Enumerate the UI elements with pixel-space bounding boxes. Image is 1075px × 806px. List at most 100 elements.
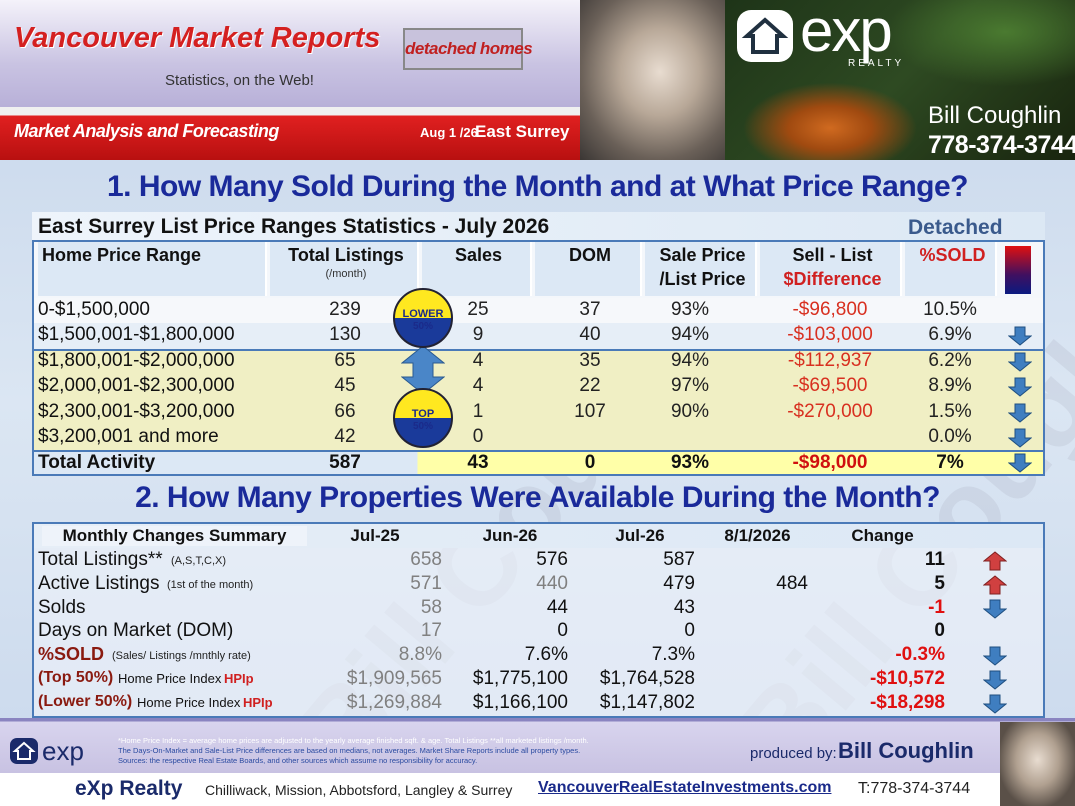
row-label: Total Listings** — [38, 549, 163, 570]
table-cell: 4 — [472, 375, 484, 397]
table-cell: 1.5% — [928, 400, 972, 422]
table-cell: 107 — [574, 400, 606, 422]
total-cell: 93% — [670, 452, 710, 474]
arrow-down — [1007, 326, 1033, 347]
footer-bg — [0, 718, 1075, 773]
header-cell — [270, 242, 419, 296]
table-cell: 130 — [329, 324, 361, 346]
website: VancouverRealEstateInvestments.com — [538, 779, 832, 796]
table-cell: 8.8% — [398, 644, 442, 666]
arrow-down — [982, 670, 1008, 690]
arrow-down-svg — [1007, 453, 1033, 474]
badge-text: 50% — [412, 321, 433, 332]
table-cell: 43 — [673, 596, 695, 618]
badge-circle — [393, 288, 453, 348]
column-header: %SOLD — [919, 245, 986, 265]
row-prefix: (Lower 50%) — [38, 692, 133, 710]
column-header: Home Price Range — [42, 245, 202, 265]
logo-sub: REALTY — [848, 58, 905, 69]
range-cell: $2,300,001-$3,200,000 — [38, 400, 235, 422]
table-cell: 25 — [467, 299, 489, 320]
table-cell: 239 — [329, 299, 361, 320]
row-note: (1st of the month) — [167, 578, 254, 591]
table-cell: 658 — [410, 549, 442, 570]
table-cell: 0 — [684, 620, 695, 642]
column-header: Jul-26 — [615, 526, 665, 545]
table-cell: $1,775,100 — [472, 668, 568, 689]
logo-icon-svg — [737, 10, 793, 62]
table-cell: 479 — [663, 572, 695, 594]
table-cell: 37 — [579, 299, 601, 320]
arrow-down-svg — [1007, 403, 1033, 423]
range-cell: $2,000,001-$2,300,000 — [38, 375, 235, 397]
total-cell: 0 — [584, 452, 596, 474]
table-cell: $1,909,565 — [346, 668, 442, 689]
table-row — [34, 323, 1043, 349]
column-header: Jun-26 — [482, 526, 538, 545]
table-cell: 440 — [536, 572, 568, 594]
table-cell: 5 — [934, 572, 945, 594]
row-suffix: HPIp — [224, 671, 254, 686]
column-header: Monthly Changes Summary — [42, 526, 307, 546]
table-cell: -0.3% — [895, 644, 945, 666]
arrow-down — [1007, 453, 1033, 474]
column-header: DOM — [569, 245, 611, 265]
range-cell: $1,800,001-$2,000,000 — [38, 349, 235, 371]
table-cell: 0 — [472, 426, 484, 447]
title: Vancouver Market Reports — [14, 22, 381, 54]
row-label: %SOLD — [38, 644, 105, 665]
table-row — [34, 348, 1043, 375]
table-cell: 65 — [334, 349, 356, 371]
table-cell: 9 — [472, 324, 484, 346]
table-cell: 93% — [670, 299, 710, 320]
table-cell: 4 — [472, 349, 484, 371]
row-prefix: (Top 50%) — [38, 669, 114, 686]
row-note: (Sales/ Listings /mnthly rate) — [112, 650, 251, 663]
header-cell — [905, 242, 997, 296]
producer: Bill Coughlin — [838, 738, 974, 763]
arrow-down-svg — [982, 599, 1008, 619]
total-cell: 7% — [936, 452, 964, 474]
table-cell: 8.9% — [928, 375, 972, 397]
table-cell: -$69,500 — [792, 375, 868, 397]
badge-text: LOWER — [402, 308, 444, 320]
footer-photo — [1000, 722, 1075, 806]
table-cell: 6.2% — [928, 349, 972, 371]
total-row — [34, 450, 1043, 475]
table-title-bar — [32, 212, 1045, 240]
table-cell: 90% — [670, 400, 710, 422]
table-cell: $1,147,802 — [599, 691, 695, 713]
agent-photo — [580, 0, 725, 160]
table-cell: 45 — [334, 375, 356, 397]
table-tag: Detached — [908, 216, 1003, 239]
row-label: Home Price Index — [118, 671, 222, 686]
total-cell: -$98,000 — [792, 452, 868, 474]
arrow-down — [982, 694, 1008, 714]
agent-name: Bill Coughlin — [928, 102, 1062, 129]
column-header: Total Listings — [288, 245, 404, 265]
arrow-down-svg — [982, 670, 1008, 690]
arrow-up-svg — [982, 551, 1008, 571]
table-cell: -$103,000 — [787, 324, 873, 346]
arrow-down-svg — [1007, 428, 1033, 448]
table-cell: 10.5% — [923, 299, 977, 320]
row-label: Days on Market (DOM) — [38, 620, 234, 642]
arrow-down — [1007, 377, 1033, 397]
table-cell: -1 — [928, 596, 945, 618]
table-cell: $1,764,528 — [599, 668, 695, 689]
table-cell: 22 — [579, 375, 601, 397]
red-band — [0, 107, 580, 160]
table-cell: 66 — [334, 400, 356, 422]
table-row — [34, 425, 1043, 451]
column-header: 8/1/2026 — [724, 526, 791, 545]
arrow-down-svg — [982, 694, 1008, 714]
arrow-down — [982, 646, 1008, 666]
footer-logo-mark: exp — [42, 736, 84, 766]
badge-text: TOP — [411, 408, 435, 420]
table-cell: 44 — [546, 596, 568, 618]
arrow-down — [1007, 352, 1033, 372]
total-cell: 43 — [467, 452, 489, 474]
table-cell: 7.3% — [651, 644, 695, 666]
arrow-down — [982, 599, 1008, 619]
